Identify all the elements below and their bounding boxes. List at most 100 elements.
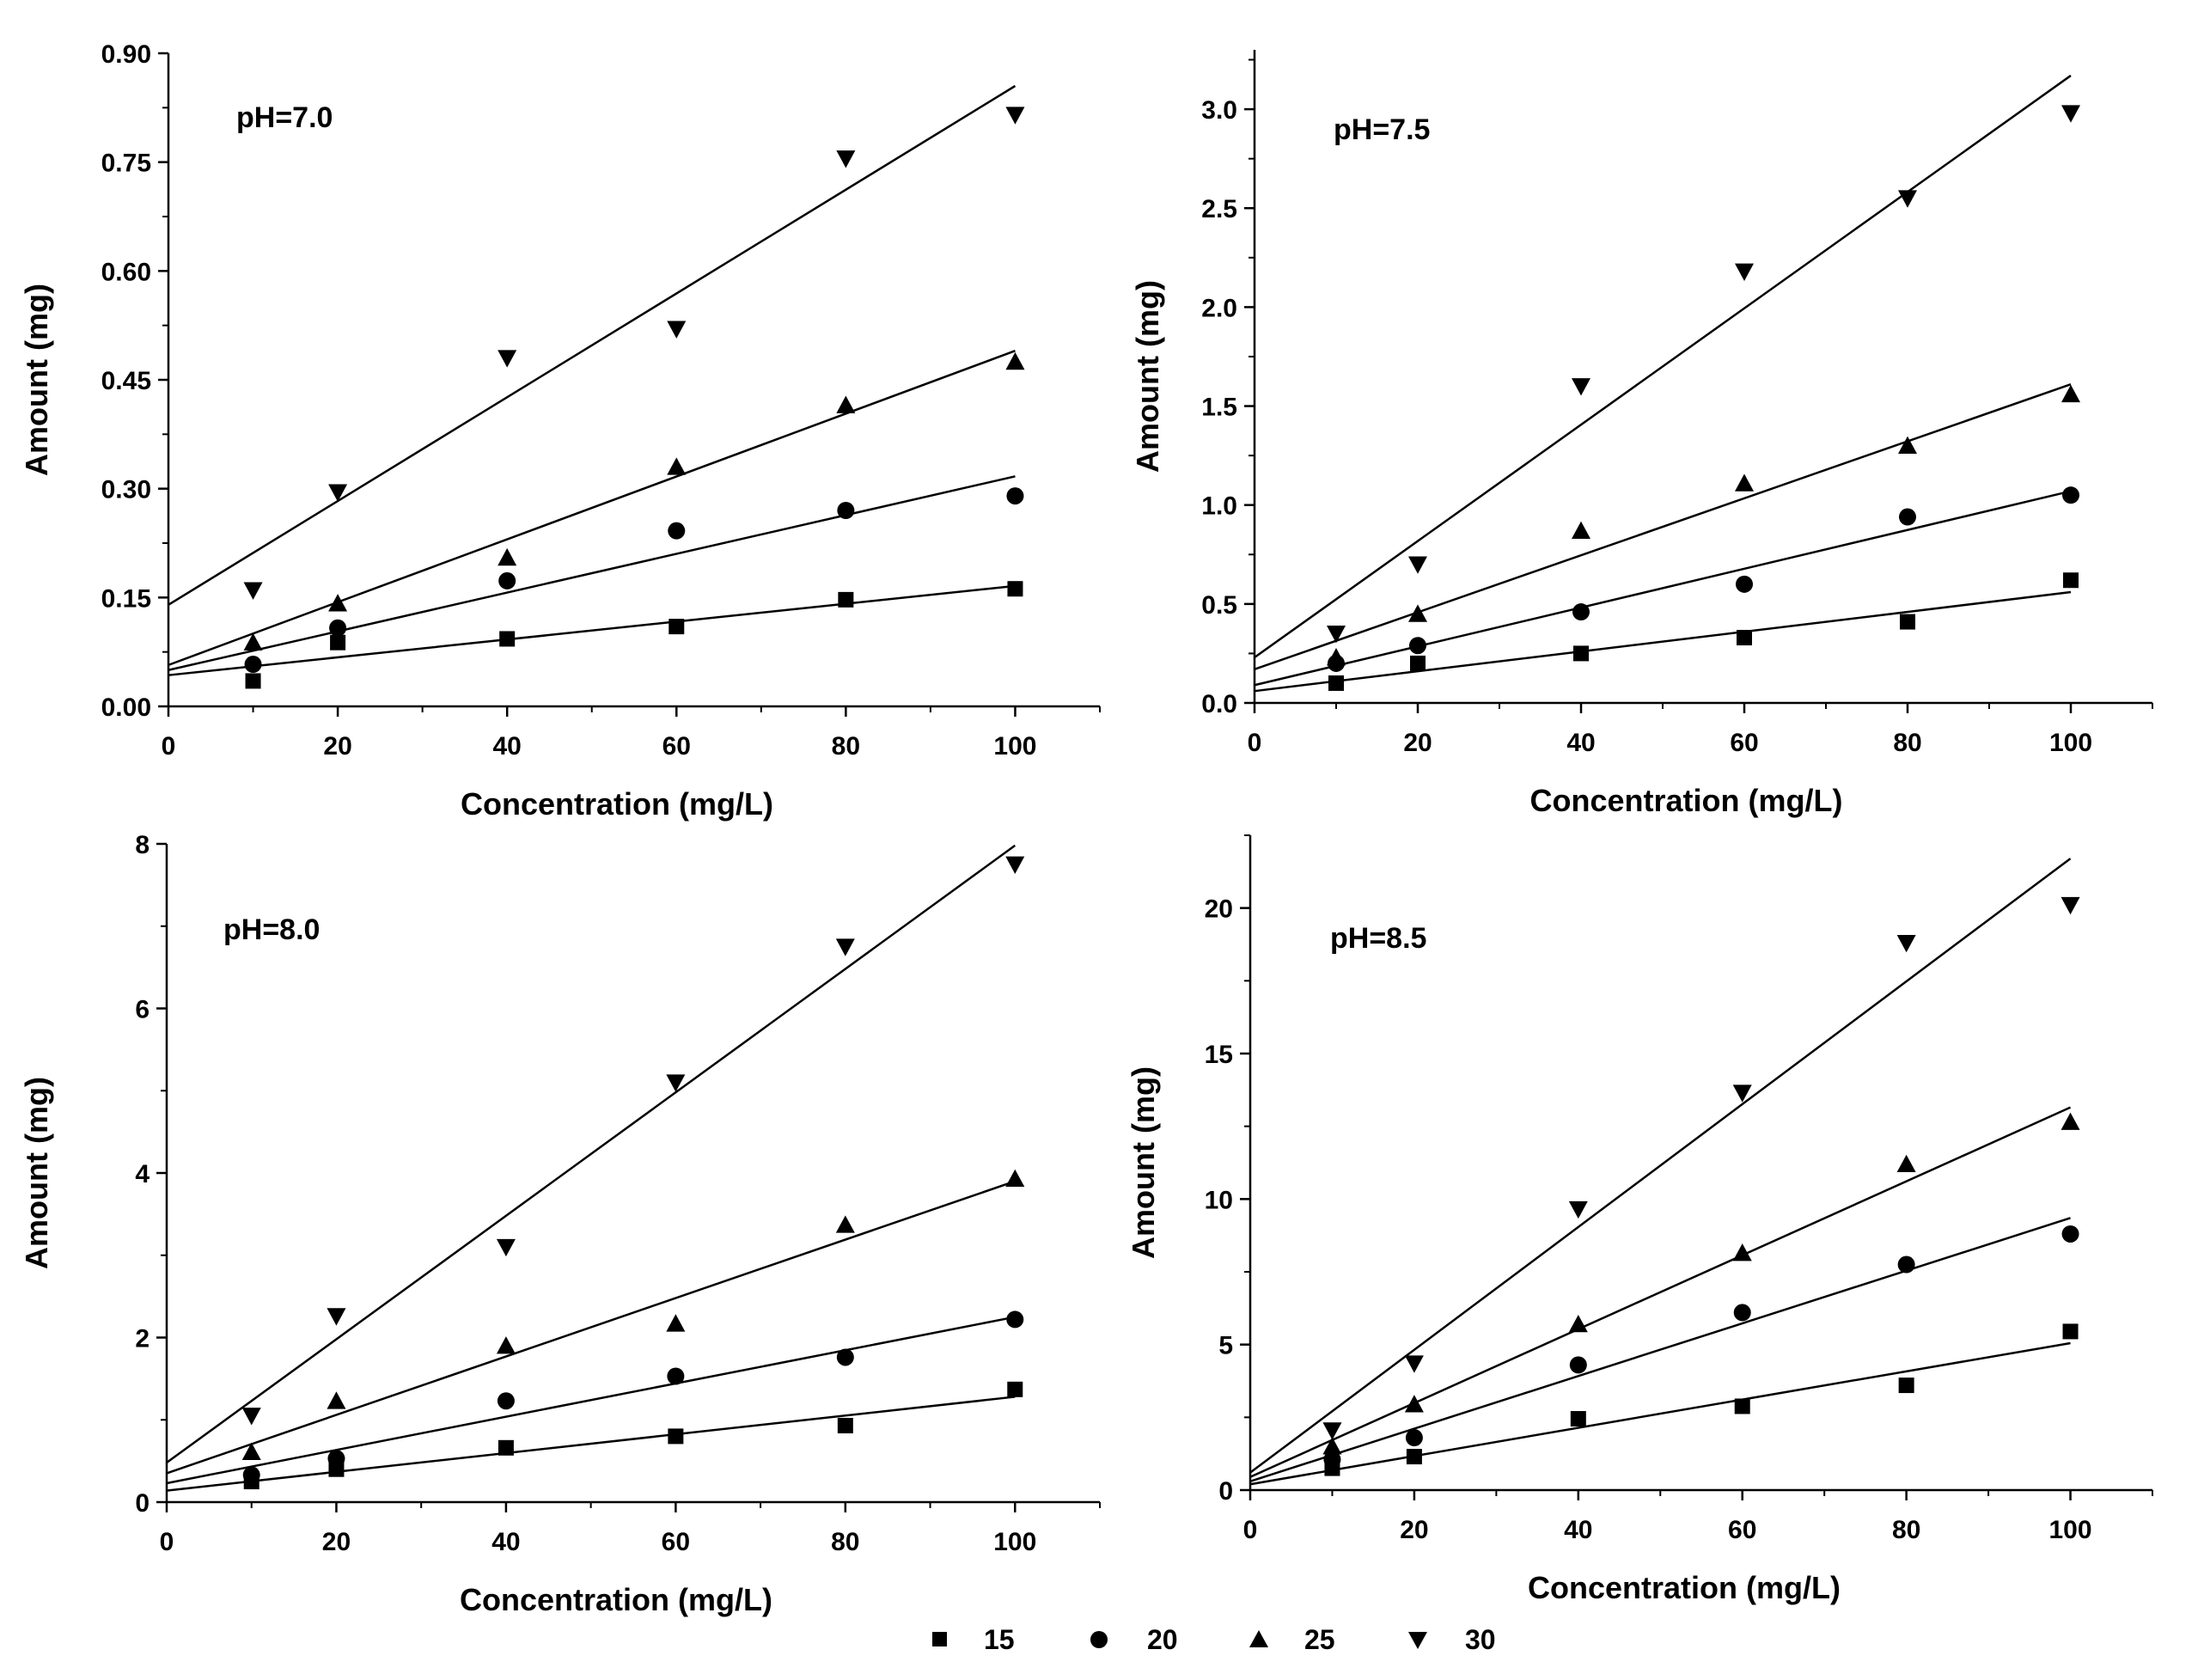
panel-label: pH=8.5 bbox=[1330, 922, 1426, 955]
data-point-15 bbox=[245, 673, 261, 689]
data-point-20 bbox=[1733, 1304, 1751, 1322]
data-point-15 bbox=[1898, 1378, 1914, 1394]
x-tick-label: 60 bbox=[662, 1528, 690, 1556]
x-tick-label: 20 bbox=[323, 732, 351, 761]
data-point-15 bbox=[837, 1417, 853, 1433]
data-point-15 bbox=[669, 619, 685, 635]
x-tick-label: 80 bbox=[1893, 729, 1921, 757]
data-point-15 bbox=[1328, 675, 1344, 691]
series-20 bbox=[166, 1310, 1024, 1485]
data-point-20 bbox=[1409, 637, 1426, 655]
fit-line-15 bbox=[1254, 590, 2072, 693]
y-tick-label: 10 bbox=[1205, 1186, 1233, 1214]
y-tick-label: 0.90 bbox=[101, 40, 151, 69]
y-tick-label: 8 bbox=[135, 831, 150, 859]
data-point-30 bbox=[836, 150, 856, 168]
fit-line-20 bbox=[168, 475, 1016, 671]
series-30 bbox=[166, 844, 1025, 1464]
series-15 bbox=[1249, 1323, 2079, 1486]
legend-label-20: 20 bbox=[1147, 1624, 1178, 1655]
y-tick-label: 0.0 bbox=[1201, 690, 1237, 718]
y-axis-title: Amount (mg) bbox=[1126, 1066, 1161, 1259]
data-point-25 bbox=[1898, 436, 1917, 454]
data-point-25 bbox=[1005, 1169, 1025, 1188]
x-tick-label: 100 bbox=[2049, 729, 2092, 757]
x-tick-label: 0 bbox=[1248, 729, 1262, 757]
fit-line-15 bbox=[1249, 1341, 2071, 1486]
data-point-20 bbox=[1006, 487, 1024, 505]
series-20 bbox=[1254, 486, 2079, 687]
fit-line-25 bbox=[166, 1180, 1016, 1475]
y-tick-label: 0 bbox=[1218, 1477, 1233, 1506]
x-tick-label: 60 bbox=[1730, 729, 1758, 757]
series-20 bbox=[168, 475, 1024, 674]
data-point-15 bbox=[838, 591, 854, 608]
legend-entry-15: 15 bbox=[932, 1624, 1015, 1655]
series-25 bbox=[168, 350, 1025, 667]
legend-label-25: 25 bbox=[1304, 1624, 1335, 1655]
fit-line-30 bbox=[168, 84, 1017, 606]
data-point-30 bbox=[1898, 190, 1917, 208]
data-point-30 bbox=[1327, 626, 1346, 644]
data-point-20 bbox=[244, 656, 262, 674]
fit-line-20 bbox=[166, 1316, 1016, 1485]
data-point-30 bbox=[1735, 263, 1754, 281]
data-point-30 bbox=[327, 1308, 346, 1326]
data-point-25 bbox=[1896, 1154, 1916, 1173]
data-point-25 bbox=[496, 1336, 516, 1354]
x-tick-label: 80 bbox=[1892, 1516, 1920, 1544]
data-point-20 bbox=[498, 571, 516, 590]
data-point-30 bbox=[328, 484, 348, 502]
legend-entry-20: 20 bbox=[1090, 1624, 1178, 1655]
y-tick-label: 6 bbox=[135, 996, 150, 1024]
data-point-25 bbox=[1568, 1314, 1588, 1333]
data-point-25 bbox=[328, 594, 348, 612]
y-tick-label: 15 bbox=[1205, 1041, 1233, 1069]
fit-line-25 bbox=[1249, 1106, 2072, 1478]
x-axis-title: Concentration (mg/L) bbox=[460, 1582, 772, 1617]
data-point-20 bbox=[242, 1466, 260, 1484]
data-point-15 bbox=[1007, 1381, 1023, 1397]
data-point-20 bbox=[2061, 1225, 2079, 1243]
x-axis-title: Concentration (mg/L) bbox=[1530, 783, 1843, 818]
data-point-30 bbox=[1568, 1200, 1588, 1219]
x-tick-label: 60 bbox=[662, 732, 691, 761]
panel-label: pH=7.5 bbox=[1334, 113, 1430, 146]
data-point-20 bbox=[1323, 1451, 1341, 1469]
x-tick-label: 100 bbox=[993, 732, 1036, 761]
fit-line-30 bbox=[1249, 858, 2072, 1474]
data-point-20 bbox=[1572, 603, 1590, 621]
legend: 15 20 25 30 bbox=[932, 1624, 1496, 1655]
data-point-25 bbox=[1404, 1395, 1424, 1413]
data-point-20 bbox=[1006, 1310, 1024, 1329]
data-point-30 bbox=[1404, 1355, 1424, 1373]
data-point-15 bbox=[1570, 1411, 1586, 1427]
x-tick-label: 80 bbox=[831, 1528, 859, 1556]
series-15 bbox=[1254, 572, 2079, 693]
data-point-20 bbox=[1736, 575, 1753, 593]
series-25 bbox=[166, 1169, 1025, 1475]
data-point-30 bbox=[498, 350, 517, 368]
series-15 bbox=[168, 581, 1023, 689]
fit-line-25 bbox=[1254, 383, 2072, 671]
data-point-30 bbox=[1572, 378, 1590, 396]
fit-line-20 bbox=[1254, 490, 2072, 687]
y-axis-title: Amount (mg) bbox=[1130, 280, 1165, 473]
x-axis-title: Concentration (mg/L) bbox=[1528, 1570, 1841, 1605]
data-point-25 bbox=[498, 547, 517, 566]
data-point-30 bbox=[1408, 556, 1427, 574]
y-tick-label: 1.0 bbox=[1201, 492, 1237, 521]
y-tick-label: 0.75 bbox=[101, 150, 151, 178]
y-tick-label: 0.15 bbox=[101, 584, 151, 613]
chart-panel-2: 0 20 40 60 80 100 0.0 0.5 1.0 1.5 2.0 2.5 3.0 Concent… bbox=[1130, 50, 2153, 818]
data-point-30 bbox=[1732, 1084, 1752, 1103]
x-tick-label: 40 bbox=[492, 732, 521, 761]
data-point-25 bbox=[2061, 1112, 2080, 1130]
data-point-15 bbox=[1737, 630, 1752, 645]
data-point-25 bbox=[243, 632, 263, 651]
data-point-20 bbox=[837, 502, 855, 519]
series-15 bbox=[166, 1381, 1023, 1492]
y-tick-label: 5 bbox=[1218, 1332, 1233, 1360]
series-30 bbox=[1254, 74, 2080, 659]
